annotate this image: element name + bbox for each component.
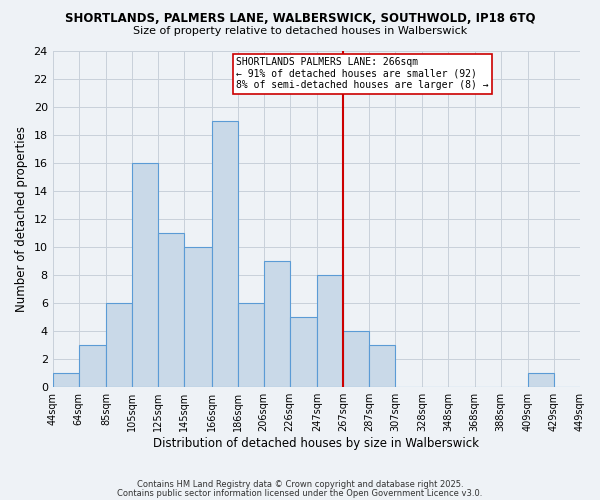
Text: Contains public sector information licensed under the Open Government Licence v3: Contains public sector information licen…	[118, 488, 482, 498]
Text: SHORTLANDS, PALMERS LANE, WALBERSWICK, SOUTHWOLD, IP18 6TQ: SHORTLANDS, PALMERS LANE, WALBERSWICK, S…	[65, 12, 535, 26]
Bar	[184, 248, 212, 387]
Bar	[132, 164, 158, 387]
Text: SHORTLANDS PALMERS LANE: 266sqm
← 91% of detached houses are smaller (92)
8% of : SHORTLANDS PALMERS LANE: 266sqm ← 91% of…	[236, 57, 489, 90]
Bar	[343, 332, 369, 387]
Bar	[212, 122, 238, 387]
Bar	[158, 234, 184, 387]
Bar	[106, 304, 132, 387]
Text: Contains HM Land Registry data © Crown copyright and database right 2025.: Contains HM Land Registry data © Crown c…	[137, 480, 463, 489]
Bar	[528, 373, 554, 387]
Y-axis label: Number of detached properties: Number of detached properties	[15, 126, 28, 312]
Bar	[238, 304, 263, 387]
Bar	[79, 345, 106, 387]
Bar	[290, 318, 317, 387]
Text: Size of property relative to detached houses in Walberswick: Size of property relative to detached ho…	[133, 26, 467, 36]
Bar	[53, 373, 79, 387]
X-axis label: Distribution of detached houses by size in Walberswick: Distribution of detached houses by size …	[154, 437, 479, 450]
Bar	[263, 262, 290, 387]
Bar	[369, 345, 395, 387]
Bar	[317, 276, 343, 387]
